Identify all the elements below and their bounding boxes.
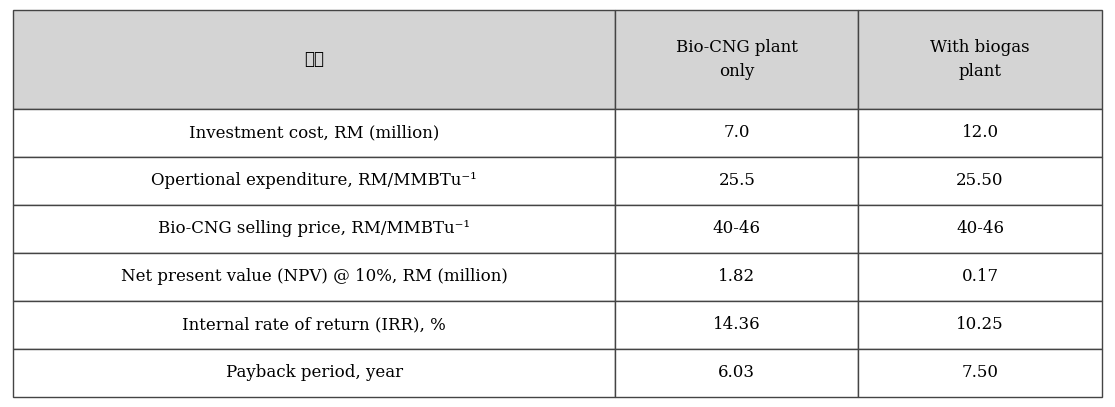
Text: Opertional expenditure, RM/MMBTu⁻¹: Opertional expenditure, RM/MMBTu⁻¹ <box>152 172 477 189</box>
Text: 1.82: 1.82 <box>718 268 755 285</box>
Text: 14.36: 14.36 <box>712 316 760 333</box>
Bar <box>13 301 615 349</box>
Bar <box>859 157 1102 205</box>
Bar <box>859 109 1102 157</box>
Text: 7.0: 7.0 <box>724 124 750 141</box>
Bar <box>13 109 615 157</box>
Bar <box>13 157 615 205</box>
Bar <box>859 205 1102 253</box>
Text: 12.0: 12.0 <box>961 124 999 141</box>
Text: Payback period, year: Payback period, year <box>225 364 403 381</box>
Text: 25.50: 25.50 <box>957 172 1004 189</box>
Bar <box>615 349 859 397</box>
Bar <box>615 253 859 301</box>
Text: Net present value (NPV) @ 10%, RM (million): Net present value (NPV) @ 10%, RM (milli… <box>120 268 507 285</box>
Bar <box>13 205 615 253</box>
Bar <box>859 349 1102 397</box>
Bar <box>615 109 859 157</box>
Text: 6.03: 6.03 <box>718 364 755 381</box>
Bar <box>615 157 859 205</box>
Bar <box>615 205 859 253</box>
Text: 7.50: 7.50 <box>961 364 999 381</box>
Text: Bio-CNG plant
only: Bio-CNG plant only <box>676 39 797 80</box>
Text: 25.5: 25.5 <box>718 172 755 189</box>
Bar <box>859 253 1102 301</box>
Bar <box>615 301 859 349</box>
Bar <box>13 349 615 397</box>
Text: With biogas
plant: With biogas plant <box>930 39 1030 80</box>
Bar <box>13 10 615 109</box>
Text: 10.25: 10.25 <box>957 316 1004 333</box>
Text: Investment cost, RM (million): Investment cost, RM (million) <box>190 124 439 141</box>
Text: 0.17: 0.17 <box>961 268 999 285</box>
Text: 항목: 항목 <box>304 51 324 68</box>
Text: 40-46: 40-46 <box>712 220 760 237</box>
Text: Bio-CNG selling price, RM/MMBTu⁻¹: Bio-CNG selling price, RM/MMBTu⁻¹ <box>158 220 471 237</box>
Bar <box>859 301 1102 349</box>
Bar <box>13 253 615 301</box>
Text: Internal rate of return (IRR), %: Internal rate of return (IRR), % <box>183 316 446 333</box>
Text: 40-46: 40-46 <box>956 220 1004 237</box>
Bar <box>859 10 1102 109</box>
Bar <box>615 10 859 109</box>
